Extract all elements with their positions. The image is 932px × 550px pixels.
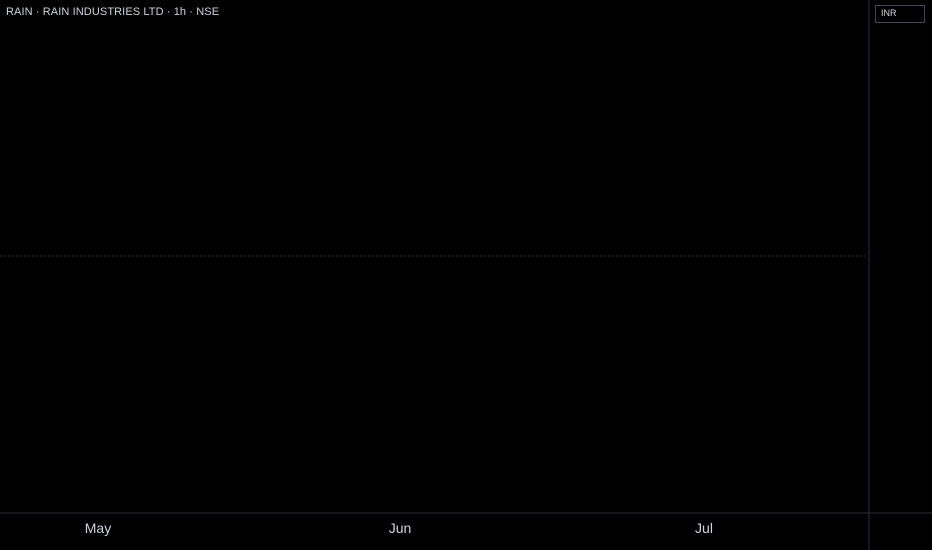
chart-title: RAIN · RAIN INDUSTRIES LTD · 1h · NSE xyxy=(6,6,220,18)
time-tick-label: Jul xyxy=(695,520,713,536)
time-axis[interactable]: May Jun Jul xyxy=(85,520,713,536)
time-tick-label: Jun xyxy=(389,520,412,536)
currency-button[interactable]: INR xyxy=(875,5,925,23)
time-tick-label: May xyxy=(85,520,111,536)
